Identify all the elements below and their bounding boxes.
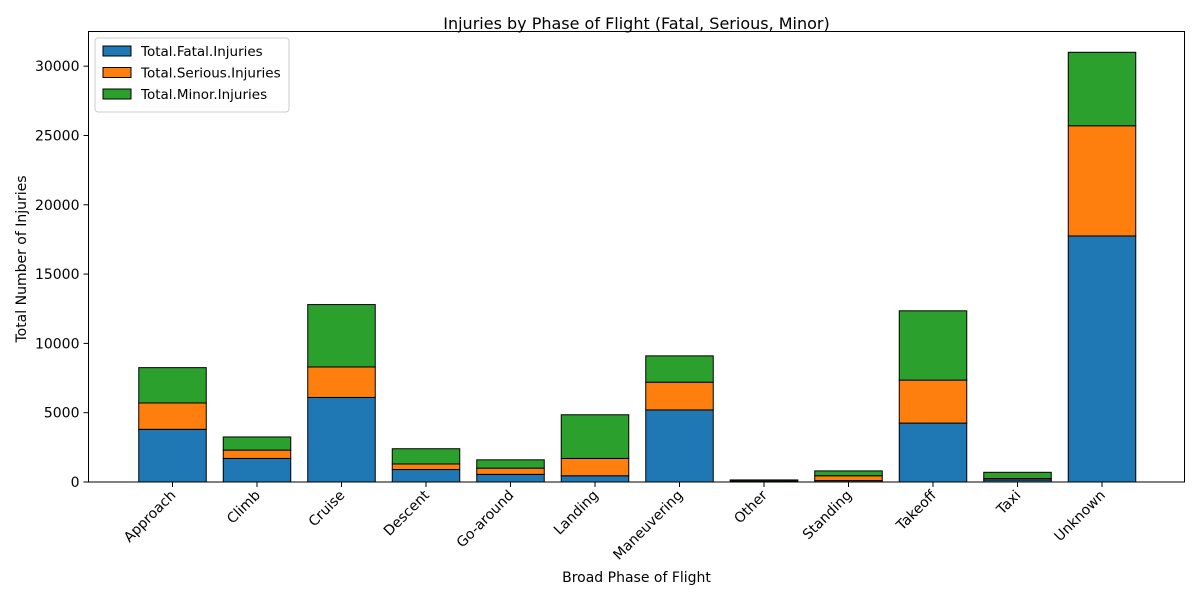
y-axis: 0 5000 10000 15000 20000 25000 30000: [35, 59, 89, 491]
bar-approach-series-2: [138, 367, 207, 404]
bar-standing-series-1: [814, 475, 883, 482]
legend-box: [94, 37, 290, 113]
legend-swatch-1: [102, 67, 132, 78]
bar-cruise-series-1: [307, 366, 376, 398]
bar-approach-series-0: [138, 428, 207, 483]
bar-descent-series-2: [391, 448, 461, 465]
bar-climb-series-2: [222, 436, 292, 451]
bar-unknown-series-1: [1067, 125, 1137, 237]
bar-other-series-2: [729, 479, 799, 482]
bar-climb-series-0: [222, 457, 292, 483]
bar-go-around-series-1: [476, 467, 545, 475]
bar-takeoff-series-0: [898, 422, 968, 483]
bar-climb-series-1: [222, 449, 292, 459]
bar-descent-series-0: [391, 469, 461, 483]
bar-approach-series-1: [138, 402, 207, 430]
bar-standing-series-2: [814, 470, 883, 477]
x-axis-title: Broad Phase of Flight: [562, 570, 711, 586]
legend-label-2: Total.Minor.Injuries: [140, 87, 267, 103]
bar-descent-series-1: [391, 463, 461, 471]
bar-go-around-series-0: [476, 473, 545, 483]
y-tick-label: 30000: [35, 59, 80, 75]
bar-cruise-series-0: [307, 396, 376, 483]
bar-maneuvering-series-0: [645, 409, 714, 483]
legend-label-1: Total.Serious.Injuries: [140, 66, 281, 82]
legend: Total.Fatal.Injuries Total.Serious.Injuri…: [94, 37, 290, 113]
y-tick-label: 15000: [35, 267, 80, 283]
legend-swatch-2: [102, 88, 132, 100]
bar-landing-series-0: [560, 475, 630, 483]
bar-cruise-series-2: [307, 304, 376, 368]
bar-unknown-series-2: [1067, 51, 1137, 127]
legend-label-0: Total.Fatal.Injuries: [140, 44, 263, 60]
bar-takeoff-series-1: [898, 379, 968, 424]
y-tick-label: 25000: [35, 128, 80, 144]
bar-go-around-series-2: [476, 459, 545, 469]
y-tick-label: 10000: [35, 336, 80, 352]
bar-landing-series-2: [560, 414, 630, 459]
y-tick-label: 5000: [44, 406, 80, 422]
bar-takeoff-series-2: [898, 310, 968, 381]
y-axis-title: Total Number of Injuries: [14, 175, 30, 343]
y-tick-label: 20000: [35, 198, 80, 214]
bar-maneuvering-series-1: [645, 381, 714, 411]
bar-maneuvering-series-2: [645, 355, 714, 383]
bar-unknown-series-0: [1067, 235, 1137, 483]
plot-frame: [88, 31, 1185, 483]
bar-taxi-series-2: [983, 471, 1052, 480]
bar-landing-series-1: [560, 457, 630, 477]
y-tick-label: 0: [71, 475, 80, 491]
bars-group: [138, 51, 1137, 483]
chart-title: Injuries by Phase of Flight (Fatal, Seri…: [443, 14, 830, 33]
legend-swatch-0: [102, 45, 132, 57]
